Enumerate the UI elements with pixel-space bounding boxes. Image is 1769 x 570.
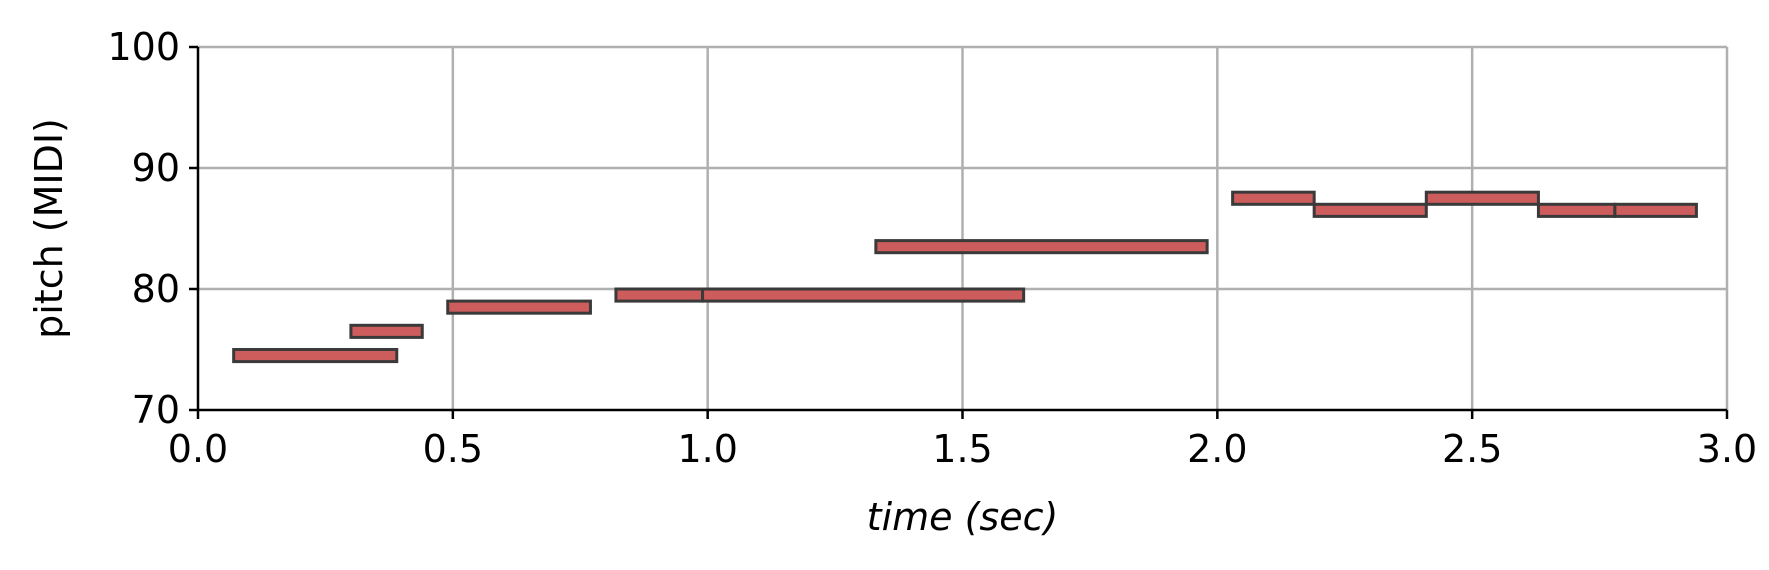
y-ticks: 70 80 90 100	[107, 25, 198, 432]
x-tick-label: 0.5	[423, 427, 483, 471]
x-tick-label: 2.5	[1442, 427, 1502, 471]
y-axis-title: pitch (MIDI)	[27, 118, 71, 339]
x-tick-label: 3.0	[1697, 427, 1757, 471]
x-tick-label: 0.0	[168, 427, 228, 471]
y-tick-label: 70	[132, 388, 180, 432]
x-tick-label: 1.5	[932, 427, 992, 471]
note	[874, 239, 1209, 255]
note	[446, 299, 592, 315]
y-tick-label: 100	[107, 25, 180, 69]
note	[1613, 202, 1698, 218]
notes	[232, 190, 1698, 364]
note	[1536, 202, 1617, 218]
note	[1424, 190, 1540, 206]
x-tick-label: 2.0	[1187, 427, 1247, 471]
x-ticks: 0.0 0.5 1.0 1.5 2.0 2.5 3.0	[168, 410, 1757, 471]
grid	[198, 45, 1729, 410]
y-tick-label: 80	[132, 267, 180, 311]
note	[614, 287, 705, 303]
note	[1231, 190, 1316, 206]
note	[1312, 202, 1428, 218]
y-tick-label: 90	[132, 146, 180, 190]
note	[232, 348, 399, 364]
x-tick-label: 1.0	[677, 427, 737, 471]
note	[701, 287, 1026, 303]
x-axis-title: time (sec)	[867, 495, 1059, 539]
note	[349, 323, 424, 339]
